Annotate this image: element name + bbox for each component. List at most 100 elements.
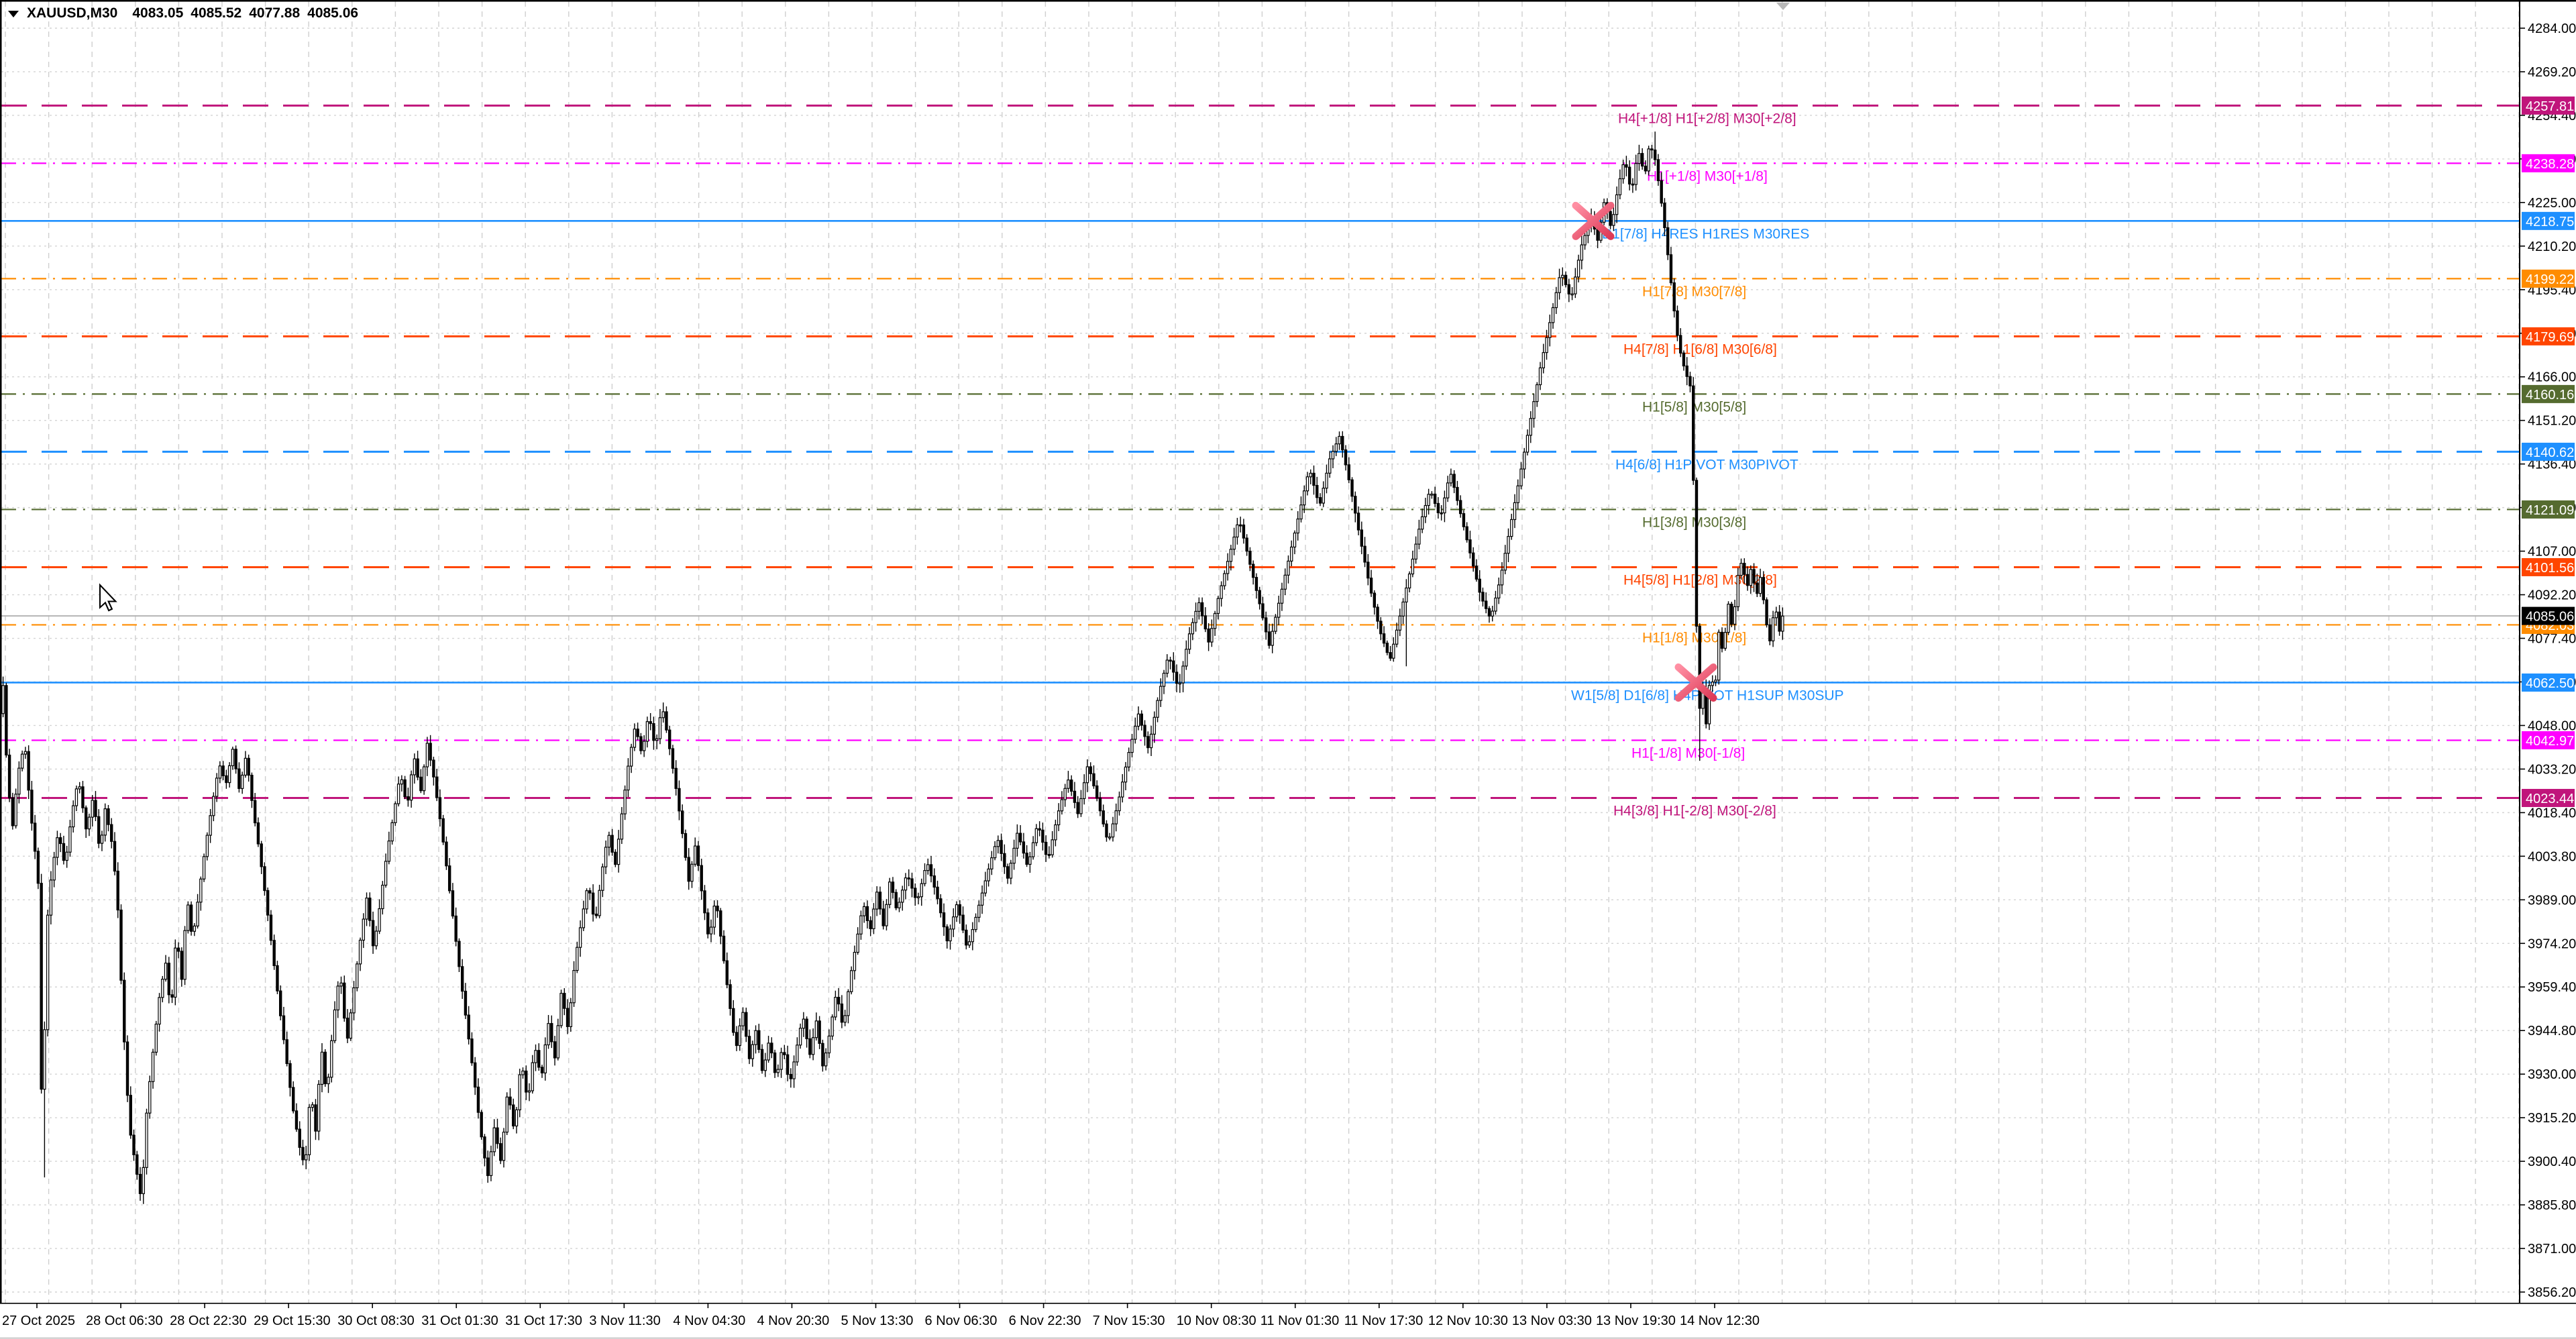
murrey-level-label: H4[3/8] H1[-2/8] M30[-2/8] [1613, 803, 1776, 818]
candle-bearish [225, 775, 228, 784]
candle-bullish [741, 1012, 745, 1026]
candle-bullish [1328, 458, 1332, 474]
candle-bullish [1274, 617, 1277, 632]
candle-bearish [910, 878, 914, 889]
candle-bearish [696, 845, 700, 866]
candle-bullish [231, 749, 235, 767]
candle-bearish [1095, 785, 1099, 799]
candle-bullish [515, 1109, 519, 1127]
candle-bullish [776, 1069, 780, 1073]
candle-bearish [907, 877, 910, 879]
candle-bullish [920, 883, 923, 898]
candle-bearish [451, 890, 455, 917]
candle-bearish [58, 837, 62, 845]
time-tick-label: 4 Nov 20:30 [757, 1314, 829, 1328]
candle-bullish [384, 861, 388, 886]
price-tick-label: 3944.80 [2528, 1024, 2576, 1038]
symbol-dropdown-icon[interactable] [8, 11, 19, 17]
candle-bullish [1054, 824, 1057, 841]
price-level-badge [2522, 673, 2575, 692]
candle-bearish [292, 1087, 295, 1112]
candle-bullish [356, 963, 359, 989]
candle-bullish [349, 1012, 352, 1039]
candle-bullish [158, 997, 161, 1025]
candle-bullish [1156, 700, 1159, 718]
candle-bearish [345, 1018, 350, 1039]
candle-bearish [1698, 625, 1701, 709]
candle-bullish [627, 765, 630, 791]
murrey-levels: H4[+1/8] H1[+2/8] M30[+2/8] H1[+1/8] M30[… [1, 104, 2519, 818]
candle-bullish [585, 890, 588, 910]
candle-bullish [378, 908, 381, 932]
candle-bullish [642, 741, 646, 751]
price-level-badge [2522, 154, 2575, 172]
sell-signal-x-marker[interactable] [1674, 663, 1717, 702]
candle-bearish [1692, 385, 1695, 481]
candle-bearish [649, 721, 652, 725]
candle-bearish [30, 790, 34, 824]
candle-bearish [1440, 512, 1443, 515]
murrey-level-label: H1[3/8] M30[3/8] [1642, 515, 1746, 530]
candle-bullish [1510, 519, 1513, 537]
candle-bearish [176, 947, 180, 952]
candle-bullish [1334, 443, 1338, 452]
candle-bearish [1105, 823, 1108, 838]
candle-bullish [1529, 418, 1532, 436]
murrey-level-label: D1[7/8] H4RES H1RES M30RES [1602, 226, 1809, 242]
candle-bullish [91, 800, 94, 818]
candle-bullish [1545, 337, 1548, 354]
time-tick-label: 27 Oct 2025 [2, 1314, 75, 1328]
candle-bearish [132, 1134, 136, 1155]
candle-bearish [438, 797, 442, 819]
candle-bullish [1210, 628, 1214, 643]
candle-bullish [1236, 524, 1239, 538]
candle-bullish [151, 1051, 155, 1082]
candle-bearish [1044, 841, 1048, 855]
candle-bullish [598, 890, 601, 916]
time-tick-label: 13 Nov 03:30 [1512, 1314, 1592, 1328]
chart-shift-marker[interactable] [1776, 3, 1790, 10]
candle-bearish [298, 1128, 301, 1148]
candle-bearish [1609, 211, 1612, 226]
candle-bullish [616, 839, 621, 865]
candle-bearish [1743, 563, 1746, 575]
candle-bullish [1574, 276, 1577, 294]
candle-bearish [1092, 773, 1095, 787]
candle-bearish [1456, 486, 1459, 501]
candlestick-series [1, 131, 1784, 1204]
candle-bullish [827, 1035, 831, 1054]
candle-bearish [1433, 493, 1437, 504]
price-level-badge-value: 4257.81 [2526, 99, 2574, 114]
candle-bearish [85, 807, 88, 830]
candle-bullish [834, 997, 837, 1018]
candle-bullish [46, 914, 50, 1030]
sell-signal-x-marker[interactable] [1572, 201, 1615, 240]
candle-bullish [712, 906, 716, 928]
candle-bullish [971, 929, 975, 943]
candle-bullish [847, 991, 850, 1016]
candle-bearish [260, 843, 263, 867]
time-axis[interactable]: 27 Oct 2025 28 Oct 06:30 28 Oct 22:30 29 Oc… [2, 1303, 1760, 1328]
price-tick-label: 4092.20 [2528, 588, 2576, 603]
candle-bearish [1778, 611, 1781, 632]
price-tick-label: 3959.40 [2528, 980, 2576, 995]
candle-bullish [1331, 451, 1335, 460]
cursor-arrow [99, 583, 117, 612]
candle-bearish [1471, 552, 1475, 567]
candle-bullish [872, 908, 875, 930]
price-level-badge-value: 4179.69 [2526, 330, 2574, 345]
candle-bearish [458, 941, 461, 967]
candle-bearish [1752, 569, 1756, 584]
candle-bullish [244, 757, 248, 776]
candle-bullish [1615, 194, 1619, 215]
candle-bullish [1187, 633, 1191, 650]
ohlc-high: 4085.52 [191, 5, 242, 21]
price-level-badge [2522, 269, 2575, 288]
candle-bullish [1079, 798, 1083, 814]
price-tick-label: 4210.20 [2528, 239, 2576, 254]
candle-bearish [818, 1020, 821, 1044]
murrey-level-label: H1[1/8] M30[1/8] [1642, 630, 1746, 645]
candle-bearish [294, 1110, 299, 1130]
candle-bearish [789, 1073, 793, 1079]
